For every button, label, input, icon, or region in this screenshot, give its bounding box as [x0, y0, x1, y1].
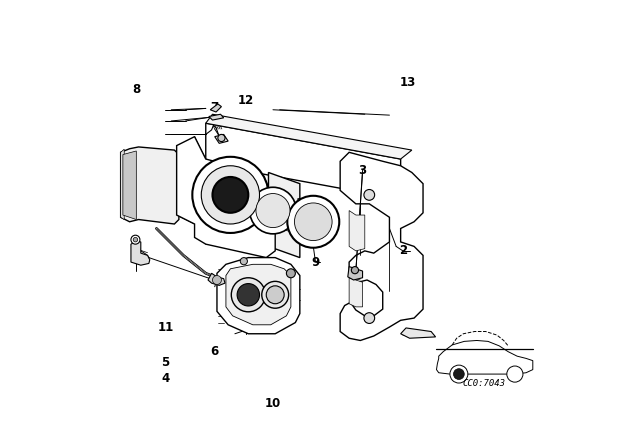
- Polygon shape: [436, 340, 533, 374]
- Circle shape: [351, 267, 358, 274]
- Circle shape: [364, 190, 374, 200]
- Polygon shape: [226, 264, 291, 325]
- Text: 3: 3: [358, 164, 367, 177]
- Polygon shape: [215, 134, 228, 143]
- Polygon shape: [401, 328, 436, 338]
- Polygon shape: [206, 114, 412, 159]
- Circle shape: [231, 278, 266, 312]
- Polygon shape: [269, 172, 300, 258]
- Circle shape: [454, 369, 464, 379]
- Circle shape: [287, 196, 339, 248]
- Polygon shape: [121, 149, 124, 220]
- Text: 6: 6: [211, 345, 219, 358]
- Text: 10: 10: [265, 396, 281, 410]
- Circle shape: [287, 269, 296, 278]
- Polygon shape: [348, 267, 362, 280]
- Circle shape: [218, 134, 225, 142]
- Circle shape: [256, 194, 290, 228]
- Polygon shape: [206, 123, 401, 199]
- Circle shape: [237, 284, 260, 306]
- Text: 13: 13: [399, 76, 415, 90]
- Text: 12: 12: [238, 94, 254, 108]
- Polygon shape: [349, 278, 362, 307]
- Circle shape: [262, 281, 289, 308]
- Text: CC0:7043: CC0:7043: [463, 379, 506, 388]
- Circle shape: [212, 177, 248, 213]
- Text: 8: 8: [132, 83, 140, 96]
- Text: 7: 7: [211, 101, 219, 114]
- Circle shape: [364, 313, 374, 323]
- Polygon shape: [177, 137, 275, 258]
- Polygon shape: [217, 258, 300, 334]
- Polygon shape: [121, 147, 179, 224]
- Polygon shape: [208, 273, 225, 285]
- Polygon shape: [209, 114, 224, 120]
- Circle shape: [131, 235, 140, 244]
- Polygon shape: [123, 151, 136, 220]
- Circle shape: [266, 286, 284, 304]
- Text: 9: 9: [312, 255, 319, 269]
- Polygon shape: [210, 104, 221, 112]
- Circle shape: [450, 365, 468, 383]
- Circle shape: [294, 203, 332, 241]
- Polygon shape: [340, 152, 423, 340]
- Circle shape: [250, 187, 296, 234]
- Text: 4: 4: [161, 372, 170, 385]
- Polygon shape: [131, 241, 150, 265]
- Circle shape: [202, 166, 260, 224]
- Text: 2: 2: [399, 244, 407, 258]
- Circle shape: [212, 276, 221, 284]
- Circle shape: [507, 366, 523, 382]
- Text: 11: 11: [157, 320, 173, 334]
- Circle shape: [193, 157, 269, 233]
- Text: 1: 1: [296, 197, 304, 211]
- Circle shape: [240, 258, 248, 265]
- Polygon shape: [349, 211, 365, 251]
- Text: 5: 5: [161, 356, 170, 370]
- Circle shape: [133, 237, 138, 242]
